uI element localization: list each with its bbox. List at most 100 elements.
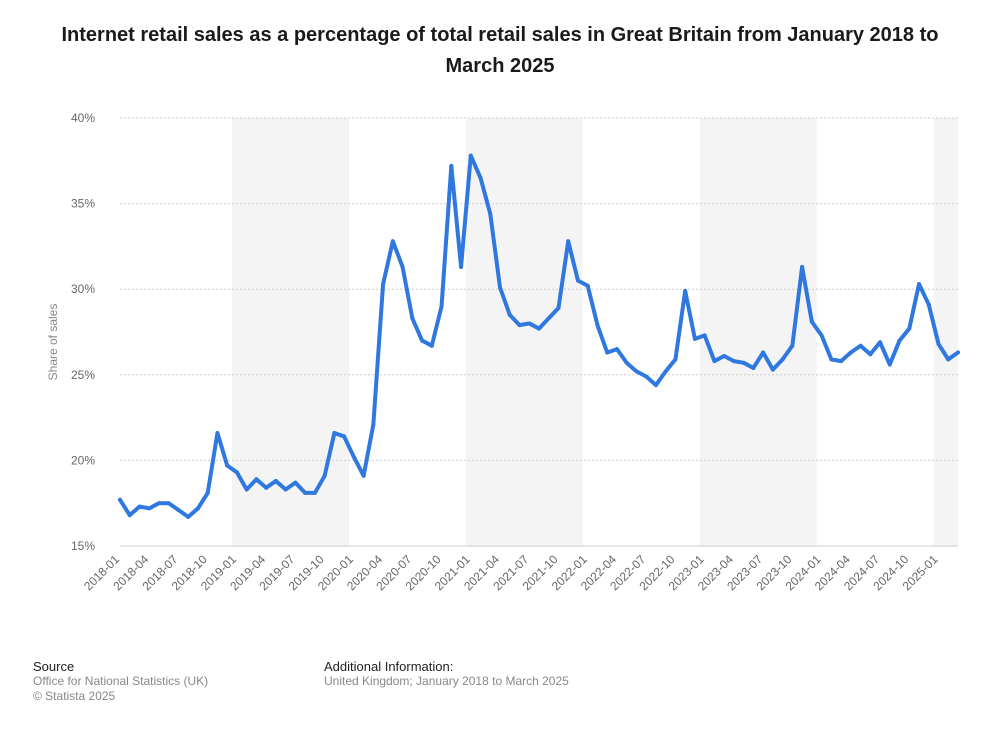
data-point <box>488 211 493 216</box>
data-point <box>137 504 142 509</box>
chart-title: Internet retail sales as a percentage of… <box>61 24 939 77</box>
data-point <box>809 319 814 324</box>
data-point <box>234 470 239 475</box>
data-point <box>342 434 347 439</box>
x-axis-ticks: 2018-012018-042018-072018-102019-012019-… <box>81 552 941 593</box>
data-point <box>790 343 795 348</box>
data-point <box>118 497 122 502</box>
data-point <box>371 422 376 427</box>
data-point <box>644 374 649 379</box>
data-point <box>907 326 912 331</box>
data-point <box>926 302 931 307</box>
data-point <box>312 490 317 495</box>
source-block: Source Office for National Statistics (U… <box>33 659 208 704</box>
data-point <box>673 357 678 362</box>
series-layer <box>118 153 960 519</box>
data-point <box>575 278 580 283</box>
data-point <box>751 365 756 370</box>
data-point <box>946 357 951 362</box>
data-point <box>722 353 727 358</box>
data-point <box>215 431 220 436</box>
gridlines <box>120 117 958 547</box>
info-line: United Kingdom; January 2018 to March 20… <box>324 674 569 688</box>
data-point <box>605 350 610 355</box>
data-point <box>186 514 191 519</box>
source-heading: Source <box>33 659 75 674</box>
data-point <box>507 312 512 317</box>
y-tick-label: 25% <box>71 368 95 382</box>
data-point <box>225 463 230 468</box>
y-tick-label: 30% <box>71 282 95 296</box>
data-point <box>585 283 590 288</box>
data-point <box>244 487 249 492</box>
data-point <box>166 501 171 506</box>
data-point <box>956 350 960 355</box>
data-point <box>147 506 152 511</box>
background-bands <box>232 118 958 546</box>
data-point <box>351 454 356 459</box>
y-tick-label: 20% <box>71 453 95 467</box>
data-point <box>887 362 892 367</box>
info-heading: Additional Information: <box>324 659 454 674</box>
source-line[interactable]: Office for National Statistics (UK) <box>33 674 209 688</box>
data-point <box>653 383 658 388</box>
y-axis-label: Share of sales <box>46 303 60 381</box>
y-tick-label: 40% <box>71 111 95 125</box>
data-point <box>322 473 327 478</box>
data-point <box>283 487 288 492</box>
data-point <box>195 506 200 511</box>
data-point <box>449 163 454 168</box>
data-point <box>478 175 483 180</box>
y-axis-label-wrap: Share of sales <box>43 304 63 381</box>
data-point <box>829 357 834 362</box>
data-point <box>595 323 600 328</box>
data-point <box>254 477 259 482</box>
data-point <box>624 360 629 365</box>
data-point <box>839 359 844 364</box>
year-band <box>232 118 349 546</box>
data-point <box>770 367 775 372</box>
data-point <box>420 338 425 343</box>
data-point <box>702 333 707 338</box>
data-point <box>556 306 561 311</box>
data-point <box>878 340 883 345</box>
y-tick-label: 35% <box>71 197 95 211</box>
data-point <box>400 264 405 269</box>
line-chart: 15% 20% 25% 30% 35% 40% 2018-012018-042018-07… <box>71 111 960 593</box>
year-band <box>933 118 958 546</box>
data-point <box>683 288 688 293</box>
data-point <box>741 360 746 365</box>
data-point <box>897 338 902 343</box>
data-point <box>780 357 785 362</box>
year-band <box>699 118 817 546</box>
y-axis-ticks: 15% 20% 25% 30% 35% 40% <box>71 111 95 553</box>
data-point <box>712 359 717 364</box>
data-point <box>936 341 941 346</box>
data-point <box>459 264 464 269</box>
data-point <box>273 478 278 483</box>
data-point <box>848 350 853 355</box>
data-point <box>361 473 366 478</box>
data-point <box>332 431 337 436</box>
data-point <box>858 343 863 348</box>
data-point <box>264 485 269 490</box>
data-point <box>868 352 873 357</box>
data-point <box>731 359 736 364</box>
data-point <box>293 480 298 485</box>
data-point <box>498 285 503 290</box>
copyright-line: © Statista 2025 <box>33 689 116 703</box>
data-point <box>303 490 308 495</box>
data-point <box>663 369 668 374</box>
data-point <box>800 264 805 269</box>
data-point <box>390 239 395 244</box>
data-point <box>566 239 571 244</box>
data-point <box>761 350 766 355</box>
info-block: Additional Information: United Kingdom; … <box>324 659 569 689</box>
data-point <box>527 321 532 326</box>
data-point <box>468 153 473 158</box>
data-point <box>917 282 922 287</box>
data-point <box>381 282 386 287</box>
data-point <box>692 336 697 341</box>
data-point <box>614 347 619 352</box>
data-point <box>634 369 639 374</box>
